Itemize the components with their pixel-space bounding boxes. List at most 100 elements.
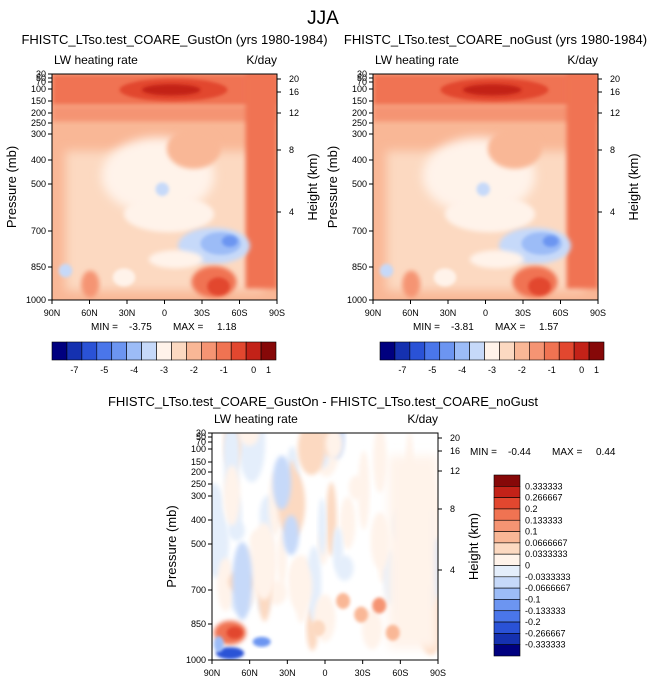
field-light-region bbox=[469, 250, 524, 269]
variable-label: LW heating rate bbox=[54, 53, 138, 67]
min-label: MIN = bbox=[413, 322, 440, 333]
units-label: K/day bbox=[567, 53, 598, 67]
colorbar: -7 -5 -4 -3 -2 -1 0 1 bbox=[51, 341, 277, 375]
field-anomaly bbox=[362, 609, 383, 650]
colorbar-swatch bbox=[409, 341, 426, 361]
units-label: K/day bbox=[246, 53, 277, 67]
height-tick-label: 20 bbox=[289, 74, 299, 84]
field-anomaly bbox=[295, 582, 308, 623]
min-value: -3.81 bbox=[451, 322, 474, 333]
panel-title: FHISTC_LTso.test_COARE_GustOn - FHISTC_L… bbox=[108, 394, 538, 409]
height-tick-label: 4 bbox=[289, 207, 294, 217]
min-max-stats: MIN = -0.44 MAX = 0.44 bbox=[470, 447, 616, 458]
colorbar-swatch bbox=[51, 341, 68, 361]
y-tick-label: 400 bbox=[352, 155, 367, 165]
colorbar-swatch bbox=[493, 587, 521, 600]
y-tick-label: 100 bbox=[31, 84, 46, 94]
field-anomaly bbox=[283, 515, 300, 556]
field-cold-spot bbox=[476, 182, 490, 197]
colorbar-swatch bbox=[201, 341, 217, 361]
y-tick-label: 1000 bbox=[26, 295, 46, 305]
colorbar-label: -2 bbox=[190, 365, 198, 375]
y-tick-label: 850 bbox=[191, 619, 206, 629]
field-anomaly bbox=[354, 606, 369, 623]
y-tick-label: 500 bbox=[191, 539, 206, 549]
colorbar-swatch bbox=[514, 341, 530, 361]
field-anomaly bbox=[238, 433, 266, 483]
y2-axis-label: Height (km) bbox=[626, 153, 641, 220]
field-anomaly bbox=[297, 433, 326, 476]
colorbar-swatch bbox=[379, 341, 396, 361]
colorbar-label: 0 bbox=[251, 365, 256, 375]
colorbar-swatch bbox=[156, 341, 172, 361]
y-tick-label: 200 bbox=[191, 467, 206, 477]
colorbar-label: 0.266667 bbox=[525, 493, 563, 503]
x-tick-label: 60S bbox=[392, 668, 408, 678]
y-tick-label: 700 bbox=[191, 585, 206, 595]
figure-title: JJA bbox=[307, 8, 339, 29]
colorbar-label: -5 bbox=[100, 365, 108, 375]
x-tick-label: 30N bbox=[440, 308, 457, 318]
field-anomaly bbox=[311, 620, 326, 637]
y-tick-label: 1000 bbox=[347, 295, 367, 305]
x-tick-label: 30N bbox=[119, 308, 136, 318]
y-tick-label: 50 bbox=[196, 432, 206, 442]
colorbar-swatch bbox=[230, 341, 247, 361]
field-anomaly bbox=[372, 597, 387, 614]
colorbar-swatch bbox=[215, 341, 232, 361]
colorbar-label: 0.0666667 bbox=[525, 538, 568, 548]
field-anomaly bbox=[251, 522, 277, 600]
y-tick-label: 30 bbox=[357, 69, 367, 79]
colorbar-swatch bbox=[543, 341, 560, 361]
colorbar-swatch bbox=[454, 341, 470, 361]
field-upper-band bbox=[52, 105, 277, 122]
field-anomaly bbox=[238, 433, 260, 446]
heatmap-field bbox=[212, 433, 438, 660]
colorbar-swatch bbox=[493, 497, 521, 510]
height-tick-label: 8 bbox=[450, 504, 455, 514]
field-min-core bbox=[221, 235, 238, 247]
colorbar-swatch bbox=[493, 633, 521, 645]
y-tick-label: 300 bbox=[31, 129, 46, 139]
colorbar-swatch bbox=[493, 599, 521, 612]
height-tick-label: 16 bbox=[289, 87, 299, 97]
field-anomaly bbox=[388, 455, 438, 649]
colorbar-swatch bbox=[171, 341, 187, 361]
colorbar-label: 0.1 bbox=[525, 527, 538, 537]
colorbar-swatch bbox=[469, 341, 485, 361]
colorbar-label: -0.1 bbox=[525, 594, 541, 604]
x-tick-label: 90N bbox=[204, 668, 221, 678]
units-label: K/day bbox=[407, 412, 438, 426]
panel-title: FHISTC_LTso.test_COARE_noGust (yrs 1980-… bbox=[344, 32, 647, 47]
colorbar-swatch bbox=[493, 542, 521, 555]
height-tick-label: 12 bbox=[289, 108, 299, 118]
field-anomaly bbox=[216, 647, 245, 660]
field-anomaly bbox=[232, 541, 253, 620]
y-tick-label: 400 bbox=[191, 515, 206, 525]
colorbar-label: -4 bbox=[130, 365, 138, 375]
y-tick-label: 150 bbox=[352, 96, 367, 106]
x-tick-label: 90N bbox=[44, 308, 61, 318]
colorbar-label: -3 bbox=[488, 365, 496, 375]
field-anomaly bbox=[335, 555, 354, 581]
panel-title: FHISTC_LTso.test_COARE_GustOn (yrs 1980-… bbox=[21, 32, 327, 47]
min-label: MIN = bbox=[470, 447, 497, 458]
field-surface-max bbox=[207, 277, 230, 296]
colorbar-label: -0.0333333 bbox=[525, 572, 571, 582]
x-tick-label: 0 bbox=[322, 668, 327, 678]
x-tick-label: 60S bbox=[231, 308, 247, 318]
field-anomaly bbox=[385, 624, 400, 641]
x-tick-label: 60S bbox=[552, 308, 568, 318]
y-axis-label: Pressure (mb) bbox=[325, 146, 340, 228]
field-light-region bbox=[445, 196, 535, 233]
variable-label: LW heating rate bbox=[375, 53, 459, 67]
y-tick-label: 50 bbox=[357, 73, 367, 83]
field-anomaly bbox=[223, 465, 241, 526]
height-tick-label: 4 bbox=[450, 565, 455, 575]
field-light-region bbox=[124, 196, 214, 233]
height-tick-label: 20 bbox=[610, 74, 620, 84]
colorbar-label: -0.133333 bbox=[525, 606, 566, 616]
field-surface-max bbox=[402, 270, 421, 298]
y-tick-label: 150 bbox=[31, 96, 46, 106]
